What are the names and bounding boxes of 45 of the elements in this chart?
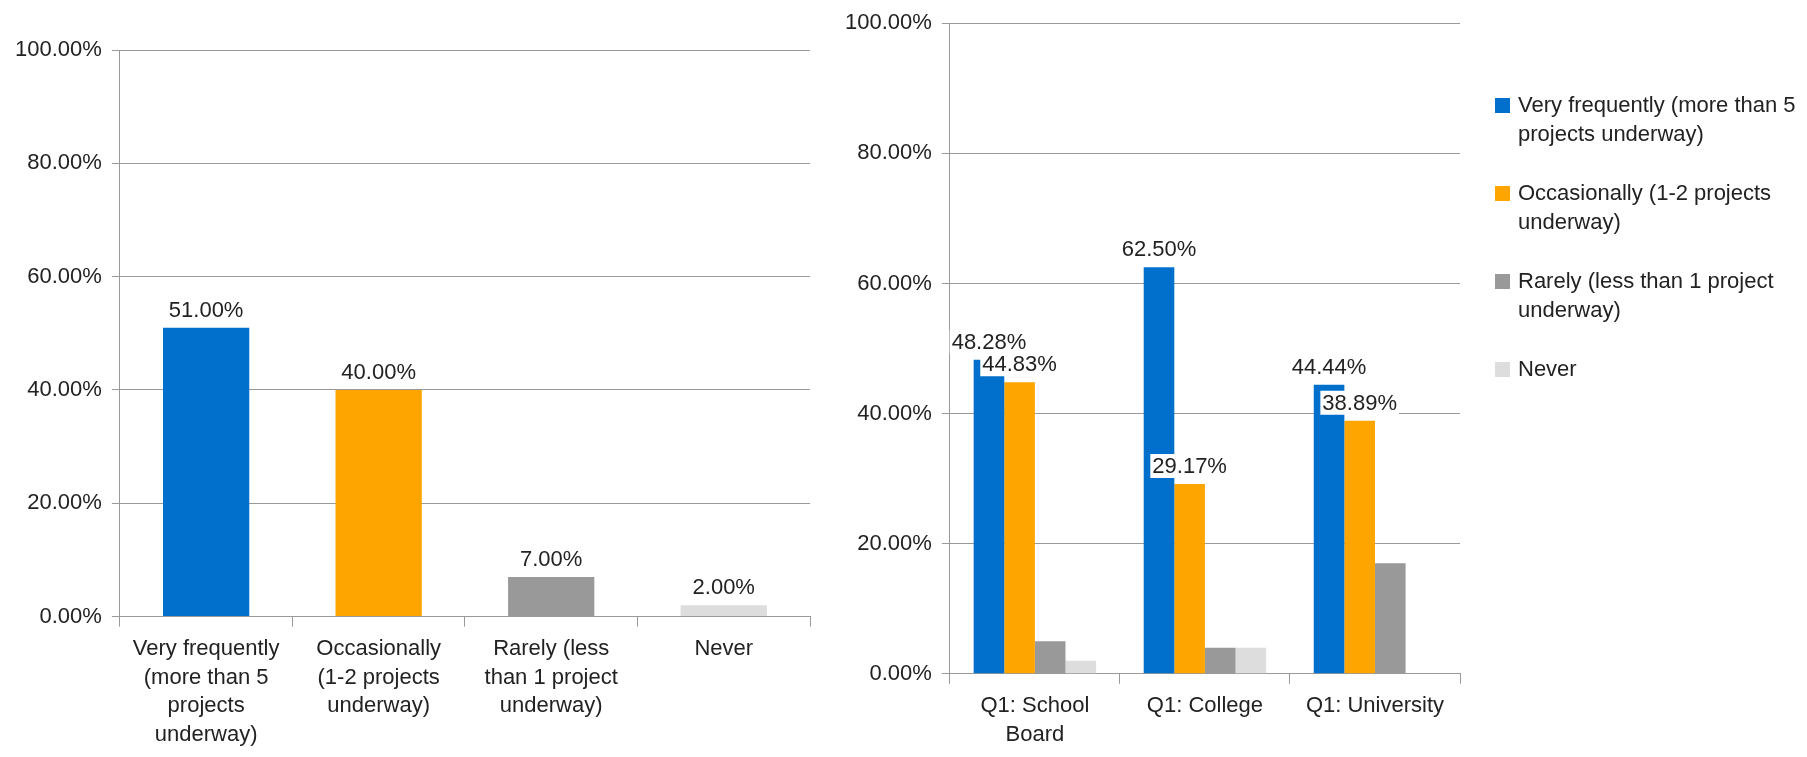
x-tick-label: Never	[694, 634, 754, 660]
x-tick-label: Q1: College	[1146, 692, 1264, 718]
y-tick-label: 80.00%	[857, 139, 932, 165]
bar	[1204, 647, 1236, 674]
bar	[508, 576, 595, 617]
data-label: 38.89%	[1322, 389, 1397, 415]
y-tick-label: 20.00%	[857, 529, 932, 555]
data-label: 29.17%	[1152, 453, 1227, 479]
data-label: 2.00%	[692, 574, 755, 600]
bar	[335, 389, 422, 617]
bar	[1235, 647, 1267, 674]
y-tick-label: 100.00%	[14, 36, 102, 62]
bar	[1065, 660, 1097, 674]
legend-label: Rarely (less than 1 project underway)	[1518, 267, 1775, 324]
x-tick-label: Q1: School Board	[980, 692, 1090, 746]
y-tick-label: 0.00%	[39, 602, 102, 628]
y-tick-label: 60.00%	[27, 262, 102, 288]
data-label: 44.44%	[1291, 353, 1367, 379]
y-tick-label: 100.00%	[844, 9, 932, 35]
data-label: 44.83%	[982, 351, 1057, 377]
y-tick-label: 60.00%	[857, 269, 932, 295]
y-tick-label: 40.00%	[27, 376, 102, 402]
x-tick-label: Very frequently (more than 5 projects underway)	[132, 634, 280, 746]
x-tick-label: Occasionally (1-2 projects underway)	[316, 634, 442, 718]
bar	[1374, 563, 1406, 674]
bar	[1174, 484, 1205, 674]
y-tick-label: 20.00%	[27, 489, 102, 515]
data-label: 48.28%	[951, 328, 1027, 354]
y-tick-label: 80.00%	[27, 149, 102, 175]
bar	[162, 327, 250, 617]
bar	[1344, 420, 1375, 674]
legend-label: Very frequently (more than 5 projects underway)	[1518, 91, 1797, 148]
bar	[1034, 641, 1066, 674]
x-tick-label: Rarely (less than 1 project underway)	[484, 634, 618, 718]
bar	[1004, 382, 1035, 674]
x-tick-label: Q1: University	[1305, 692, 1445, 718]
bar	[680, 605, 767, 617]
legend-label: Occasionally (1-2 projects underway)	[1518, 179, 1773, 236]
y-tick-label: 0.00%	[869, 659, 932, 685]
legend-label: Never	[1518, 355, 1578, 383]
data-label: 51.00%	[168, 296, 244, 322]
data-label: 40.00%	[341, 359, 416, 385]
data-label: 62.50%	[1121, 236, 1197, 262]
data-label: 7.00%	[520, 546, 583, 571]
y-tick-label: 40.00%	[857, 399, 932, 425]
